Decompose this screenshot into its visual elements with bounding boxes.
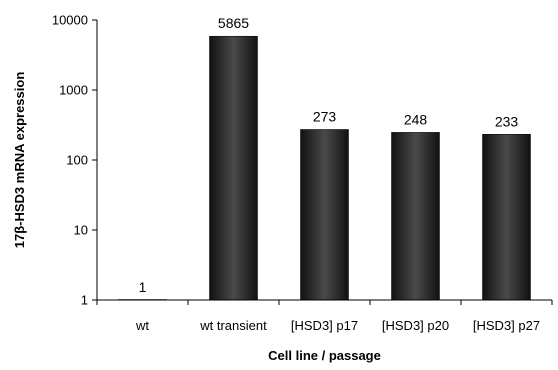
y-tick-label: 10 [74, 223, 88, 238]
x-tick-label: [HSD3] p17 [291, 318, 358, 333]
data-label: 5865 [218, 15, 249, 31]
y-tick-label: 100 [66, 153, 88, 168]
data-label: 273 [313, 108, 337, 124]
y-tick-label: 1 [81, 293, 88, 308]
y-ticks-layer: 1 10 100 1000 10000 [52, 13, 97, 308]
data-labels-layer: 1 5865 273 248 233 [139, 15, 519, 295]
x-tick-label: wt transient [199, 318, 267, 333]
data-label: 248 [404, 111, 428, 127]
data-label: 233 [495, 113, 519, 129]
x-tick-label: [HSD3] p27 [473, 318, 540, 333]
y-tick-label: 1000 [59, 83, 88, 98]
x-tick-label: [HSD3] p20 [382, 318, 449, 333]
x-axis-title: Cell line / passage [268, 348, 381, 363]
x-tick-label: wt [135, 318, 149, 333]
bars-layer [118, 35, 531, 301]
y-axis-title: 17β-HSD3 mRNA expression [12, 72, 27, 249]
bar [209, 35, 258, 301]
bar [391, 132, 440, 301]
x-ticks-layer: wt wt transient [HSD3] p17 [HSD3] p20 [HSD3]… [96, 300, 553, 333]
y-tick-label: 10000 [52, 13, 88, 28]
bar [482, 134, 531, 301]
bar [300, 129, 349, 301]
data-label: 1 [139, 279, 147, 295]
